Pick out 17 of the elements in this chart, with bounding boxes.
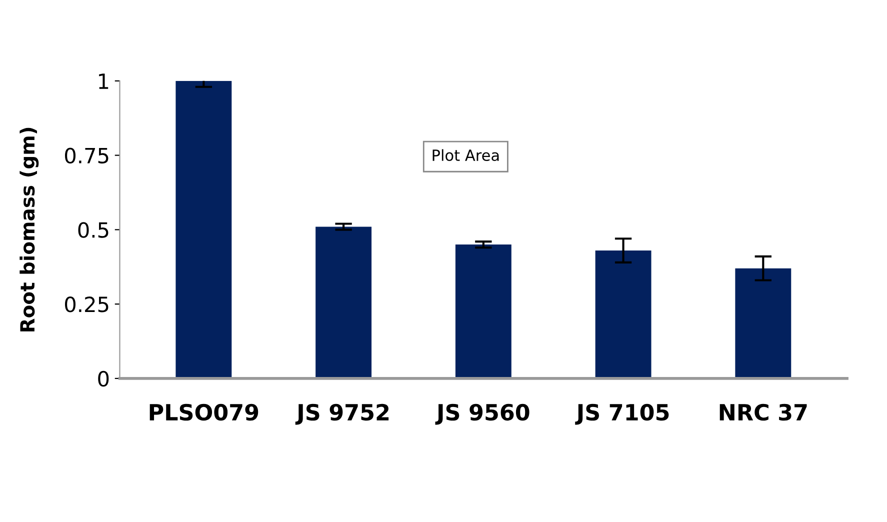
x-tick-label: JS 9560 — [435, 404, 530, 425]
y-tick-label: 0 — [98, 370, 109, 387]
bar — [176, 80, 232, 378]
x-tick-label: JS 7105 — [575, 404, 669, 425]
bar — [455, 244, 512, 378]
y-tick-label: 1 — [99, 74, 108, 89]
y-tick-label: 0.25 — [65, 296, 108, 312]
x-tick-label: JS 9752 — [295, 404, 389, 425]
y-tick-label: 0.5 — [78, 222, 108, 238]
annotation: Plot Area — [432, 149, 499, 162]
x-tick-label: PLSO079 — [150, 404, 258, 421]
bar — [595, 250, 652, 378]
bar — [735, 268, 792, 378]
x-tick-label: NRC 37 — [720, 404, 807, 421]
y-axis-title: Root biomass (gm) — [20, 128, 39, 332]
y-tick-label: 0.75 — [65, 148, 108, 164]
bar — [316, 226, 372, 378]
